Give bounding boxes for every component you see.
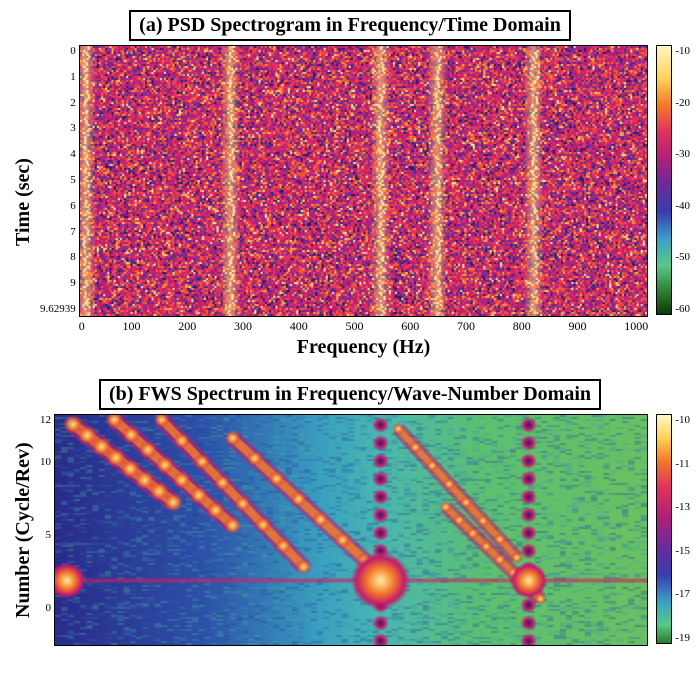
- tick: 8: [40, 251, 76, 263]
- panel-a-chart: Time (sec) 0 1 2 3 4 5 6 7 8 9 9.62939 0 100 200 300 4…: [10, 45, 690, 359]
- tick: 1: [40, 71, 76, 83]
- panel-b-chart: Number (Cycle/Rev) 121050 -10-11-13-15-1…: [10, 414, 690, 646]
- panel-a-colorbar: -10 -20 -30 -40 -50 -60: [656, 45, 690, 315]
- panel-b-colorbar-bar: [656, 414, 672, 644]
- tick: 800: [513, 319, 531, 334]
- panel-b-colorbar: -10 -11 -13 -15 -17 -19: [656, 414, 690, 644]
- panel-b-yticks: 12 10 5 0: [37, 414, 54, 644]
- panel-a-colorbar-bar: [656, 45, 672, 315]
- tick: -13: [675, 501, 690, 513]
- tick: 0: [40, 45, 76, 57]
- panel-a-xlabel: Frequency (Hz): [79, 336, 649, 359]
- panel-b-canvas: [55, 415, 647, 645]
- tick: 4: [40, 148, 76, 160]
- tick: -30: [675, 148, 690, 160]
- tick: -40: [675, 200, 690, 212]
- tick: 9: [40, 277, 76, 289]
- tick: 3: [40, 122, 76, 134]
- tick: 0: [40, 602, 51, 614]
- tick: 500: [346, 319, 364, 334]
- panel-b-colorbar-ticks: -10 -11 -13 -15 -17 -19: [672, 414, 690, 644]
- tick: -60: [675, 303, 690, 315]
- tick: -19: [675, 632, 690, 644]
- tick: -50: [675, 251, 690, 263]
- panel-b: (b) FWS Spectrum in Frequency/Wave-Numbe…: [10, 379, 690, 646]
- panel-a-ylabel: Time (sec): [10, 45, 37, 359]
- panel-a-canvas: [80, 46, 648, 316]
- tick: 100: [123, 319, 141, 334]
- panel-b-title: (b) FWS Spectrum in Frequency/Wave-Numbe…: [99, 379, 601, 410]
- panel-a-xticks: 0 100 200 300 400 500 600 700 800 900 1000: [79, 317, 649, 334]
- tick: 600: [401, 319, 419, 334]
- tick: -15: [675, 545, 690, 557]
- tick: 400: [290, 319, 308, 334]
- panel-a-title: (a) PSD Spectrogram in Frequency/Time Do…: [129, 10, 571, 41]
- tick: 10: [40, 456, 51, 468]
- tick: -11: [675, 458, 690, 470]
- panel-a-plot: [79, 45, 649, 317]
- tick: 1000: [624, 319, 648, 334]
- tick: 7: [40, 226, 76, 238]
- panel-b-ylabel: Number (Cycle/Rev): [10, 414, 37, 646]
- tick: 6: [40, 200, 76, 212]
- tick: -17: [675, 588, 690, 600]
- tick: 12: [40, 414, 51, 426]
- tick: 0: [79, 319, 85, 334]
- tick: 5: [40, 529, 51, 541]
- panel-a-yticks: 0 1 2 3 4 5 6 7 8 9 9.62939: [37, 45, 79, 315]
- panel-a-colorbar-ticks: -10 -20 -30 -40 -50 -60: [672, 45, 690, 315]
- tick: 900: [569, 319, 587, 334]
- tick: -20: [675, 97, 690, 109]
- tick: 9.62939: [40, 303, 76, 315]
- tick: 700: [457, 319, 475, 334]
- tick: -10: [675, 414, 690, 426]
- tick: 300: [234, 319, 252, 334]
- panel-a: (a) PSD Spectrogram in Frequency/Time Do…: [10, 10, 690, 359]
- tick: 5: [40, 174, 76, 186]
- panel-b-plot: [54, 414, 648, 646]
- tick: -10: [675, 45, 690, 57]
- tick: 2: [40, 97, 76, 109]
- tick: 200: [178, 319, 196, 334]
